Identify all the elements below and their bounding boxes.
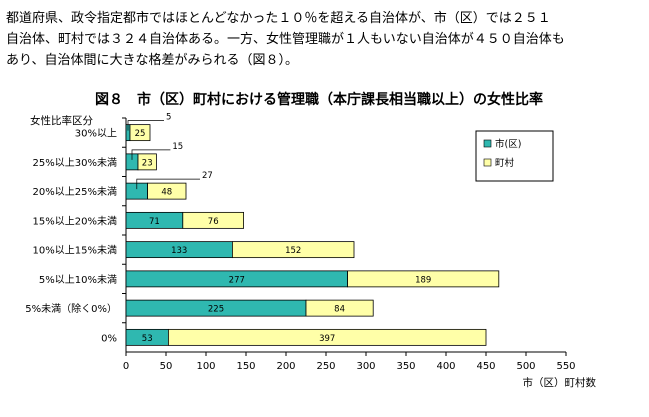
data-label-city: 133 (171, 246, 187, 256)
category-label: 5%以上10%未満 (39, 274, 117, 286)
x-tick-label: 150 (236, 361, 255, 372)
x-tick-label: 50 (160, 361, 173, 372)
data-label-leader (127, 120, 164, 131)
data-label-city: 5 (166, 113, 171, 123)
x-tick-label: 550 (556, 361, 575, 372)
data-label-leader (131, 149, 171, 160)
legend-label-town: 町村 (495, 157, 515, 169)
x-tick-label: 500 (516, 361, 535, 372)
x-tick-label: 350 (396, 361, 415, 372)
x-tick-label: 400 (436, 361, 455, 372)
category-label: 15%以上20%未満 (33, 215, 117, 227)
legend-swatch-city (483, 139, 492, 148)
data-label-city: 71 (149, 217, 160, 227)
data-label-city: 53 (142, 334, 153, 344)
data-label-city: 277 (229, 275, 245, 285)
data-label-town: 152 (285, 246, 301, 256)
bar-segment-town (167, 328, 487, 346)
data-label-town: 397 (319, 334, 335, 344)
x-tick-label: 200 (276, 361, 295, 372)
category-label: 10%以上15%未満 (33, 245, 117, 257)
legend-swatch-town (483, 158, 492, 167)
bar-segment-town (305, 299, 374, 317)
data-label-city: 15 (172, 142, 183, 152)
bar-segment-town (182, 211, 245, 229)
bar-segment-town (347, 270, 500, 288)
x-tick-label: 100 (196, 361, 215, 372)
bar-segment-town (129, 124, 151, 142)
data-label-city: 27 (202, 171, 213, 181)
paragraph-line: 自治体、町村では３２４自治体ある。一方、女性管理職が１人もいない自治体が４５０自… (6, 32, 565, 47)
category-label: 0% (101, 333, 117, 344)
data-label-town: 48 (161, 188, 172, 198)
bar-segment-town (137, 153, 157, 171)
data-label-town: 76 (208, 217, 219, 227)
chart-title: 図８ 市（区）町村における管理職（本庁課長相当職以上）の女性比率 (95, 92, 543, 108)
data-label-city: 225 (208, 305, 224, 315)
data-label-town: 84 (334, 305, 345, 315)
x-axis-title: 市（区）町村数 (523, 376, 597, 389)
data-label-leader (136, 178, 200, 190)
data-label-town: 25 (135, 129, 146, 139)
paragraph-line: 都道府県、政令指定都市ではほとんどなかった１０％を超える自治体が、市（区）では２… (6, 11, 551, 26)
x-tick-label: 0 (123, 361, 129, 372)
category-label: 20%以上25%未満 (33, 186, 117, 198)
bar-segment-town (147, 182, 187, 200)
x-tick-label: 250 (316, 361, 335, 372)
category-label: 25%以上30%未満 (33, 157, 117, 169)
legend-box (475, 130, 554, 182)
x-tick-label: 300 (356, 361, 375, 372)
paragraph-line: あり、自治体間に大きな格差がみられる（図８）。 (6, 53, 298, 68)
category-label: 30%以上 (75, 128, 117, 140)
x-tick-label: 450 (476, 361, 495, 372)
data-label-town: 23 (142, 158, 153, 168)
bar-segment-town (231, 241, 355, 259)
category-label: 5%未満（除く0%） (25, 302, 117, 315)
legend-label-city: 市(区) (495, 138, 521, 150)
category-axis-title: 女性比率区分 (30, 114, 93, 127)
data-label-town: 189 (415, 275, 431, 285)
body-paragraph: 都道府県、政令指定都市ではほとんどなかった１０％を超える自治体が、市（区）では２… (6, 8, 642, 71)
